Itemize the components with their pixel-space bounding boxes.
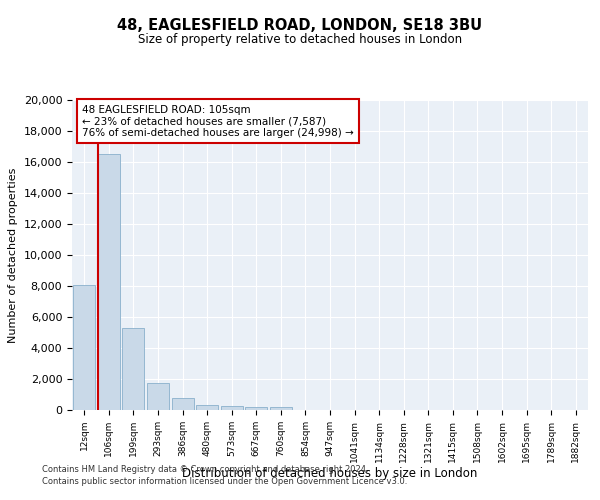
Bar [172, 398, 194, 410]
Bar [147, 383, 169, 410]
Bar [221, 406, 243, 410]
Text: Contains public sector information licensed under the Open Government Licence v3: Contains public sector information licen… [42, 477, 407, 486]
Bar [196, 405, 218, 410]
Text: Contains HM Land Registry data © Crown copyright and database right 2024.: Contains HM Land Registry data © Crown c… [42, 466, 368, 474]
Bar [73, 285, 95, 410]
Text: Size of property relative to detached houses in London: Size of property relative to detached ho… [138, 32, 462, 46]
Bar [245, 406, 268, 410]
Text: 48 EAGLESFIELD ROAD: 105sqm
← 23% of detached houses are smaller (7,587)
76% of : 48 EAGLESFIELD ROAD: 105sqm ← 23% of det… [82, 104, 354, 138]
Bar [122, 328, 145, 410]
Bar [98, 154, 120, 410]
Y-axis label: Number of detached properties: Number of detached properties [8, 168, 18, 342]
X-axis label: Distribution of detached houses by size in London: Distribution of detached houses by size … [182, 468, 478, 480]
Text: 48, EAGLESFIELD ROAD, LONDON, SE18 3BU: 48, EAGLESFIELD ROAD, LONDON, SE18 3BU [118, 18, 482, 32]
Bar [270, 407, 292, 410]
